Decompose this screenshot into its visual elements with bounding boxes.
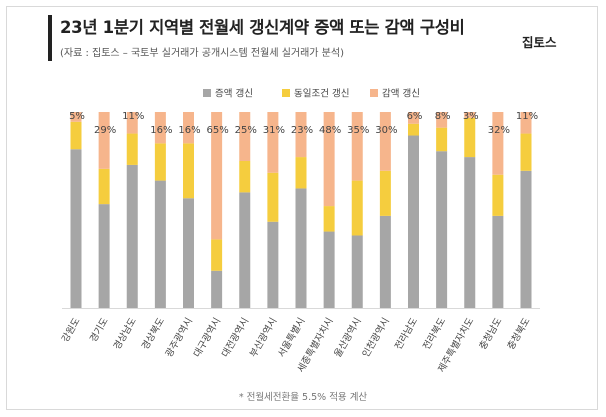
bar-3-10 <box>323 112 335 207</box>
bar-2-9 <box>295 157 307 189</box>
data-label-8: 31% <box>263 125 285 136</box>
legend-swatch-3 <box>370 89 378 97</box>
bar-3-11 <box>351 112 363 181</box>
legend-label-2: 동일조건 갱신 <box>294 89 349 100</box>
bar-2-7 <box>239 161 251 193</box>
data-label-2: 29% <box>94 125 116 136</box>
bar-1-3 <box>126 164 138 308</box>
category-label-6: 대구광역시 <box>191 316 223 360</box>
category-label-14: 전라북도 <box>421 316 448 352</box>
category-label-1: 강원도 <box>60 316 83 344</box>
bar-1-15 <box>464 157 476 308</box>
bar-3-17 <box>520 112 532 134</box>
bar-1-13 <box>408 135 419 308</box>
legend: 증액 갱신 동일조건 갱신 감액 갱신 <box>203 88 420 100</box>
bar-3-12 <box>379 112 391 171</box>
category-label-16: 충청남도 <box>477 316 504 352</box>
bar-2-5 <box>183 143 194 199</box>
category-label-11: 울산광역시 <box>332 316 364 360</box>
bar-1-8 <box>267 221 279 308</box>
bar-3-5 <box>183 112 194 144</box>
category-label-7: 대전광역시 <box>219 316 251 360</box>
bar-2-8 <box>267 172 279 222</box>
data-label-12: 30% <box>375 125 397 136</box>
category-label-12: 인천광역시 <box>360 316 392 360</box>
bar-1-5 <box>183 198 194 308</box>
bar-1-10 <box>323 231 335 308</box>
bar-3-7 <box>239 112 251 161</box>
bar-3-4 <box>154 112 166 144</box>
bar-1-1 <box>70 149 82 308</box>
category-label-4: 경상북도 <box>139 315 167 352</box>
bar-2-17 <box>520 133 532 171</box>
bar-2-14 <box>436 127 448 152</box>
bar-3-9 <box>295 112 307 158</box>
bar-1-7 <box>239 192 251 308</box>
bar-2-3 <box>126 133 138 165</box>
bar-1-11 <box>351 235 363 308</box>
data-label-9: 23% <box>291 125 313 136</box>
bar-1-14 <box>436 151 448 308</box>
bar-3-16 <box>492 112 504 175</box>
bar-3-13 <box>408 112 419 124</box>
legend-swatch-1 <box>203 89 211 97</box>
bar-3-3 <box>126 112 138 134</box>
category-label-2: 경기도 <box>87 315 111 344</box>
bar-2-4 <box>154 143 166 181</box>
chart-subtitle: (자료 : 집토스 – 국토부 실거래가 공개시스템 전월세 실거래가 분석) <box>60 48 344 59</box>
bar-3-1 <box>70 112 82 122</box>
bar-1-2 <box>98 204 110 308</box>
bar-1-12 <box>379 215 391 308</box>
bar-2-13 <box>408 123 419 136</box>
legend-label-1: 증액 갱신 <box>215 88 253 100</box>
bar-2-10 <box>323 206 335 232</box>
data-label-16: 32% <box>488 125 510 136</box>
bar-1-17 <box>520 170 532 308</box>
category-label-17: 충청북도 <box>506 316 533 352</box>
data-label-17: 11% <box>516 111 538 122</box>
brand-logo: 집토스 <box>522 35 557 50</box>
category-label-3: 경상남도 <box>111 315 139 352</box>
data-label-1: 5% <box>69 111 85 122</box>
bar-2-2 <box>98 168 110 205</box>
data-label-14: 8% <box>435 111 451 122</box>
bar-3-15 <box>464 112 476 118</box>
category-label-5: 광주광역시 <box>163 316 195 360</box>
legend-swatch-2 <box>282 89 290 97</box>
data-label-5: 16% <box>178 125 200 136</box>
bar-1-16 <box>492 215 504 308</box>
bar-1-6 <box>211 270 223 308</box>
data-label-10: 48% <box>319 125 341 136</box>
bar-3-8 <box>267 112 279 173</box>
bar-1-4 <box>154 180 166 308</box>
data-label-15: 3% <box>463 111 479 122</box>
category-label-9: 서울특별시 <box>276 316 307 359</box>
bar-2-11 <box>351 180 363 236</box>
bar-1-9 <box>295 188 307 308</box>
bar-3-14 <box>436 112 448 128</box>
chart-title: 23년 1분기 지역별 전월세 갱신계약 증액 또는 감액 구성비 <box>60 18 465 37</box>
legend-label-3: 감액 갱신 <box>382 88 420 100</box>
bar-2-6 <box>211 239 223 271</box>
data-label-11: 35% <box>347 125 369 136</box>
category-label-8: 부산광역시 <box>247 316 279 360</box>
category-label-13: 전라남도 <box>393 316 420 352</box>
bar-2-12 <box>379 170 391 216</box>
bar-2-15 <box>464 117 476 158</box>
footnote: * 전월세전환율 5.5% 적용 계산 <box>238 392 368 403</box>
data-label-13: 6% <box>407 111 423 122</box>
bar-3-2 <box>98 112 110 169</box>
title-accent-bar <box>48 15 52 61</box>
data-label-4: 16% <box>150 125 172 136</box>
bar-2-1 <box>70 121 82 150</box>
bar-2-16 <box>492 174 504 216</box>
data-label-3: 11% <box>122 111 144 122</box>
data-label-7: 25% <box>235 125 257 136</box>
bar-3-6 <box>211 112 223 240</box>
data-label-6: 65% <box>207 125 229 136</box>
